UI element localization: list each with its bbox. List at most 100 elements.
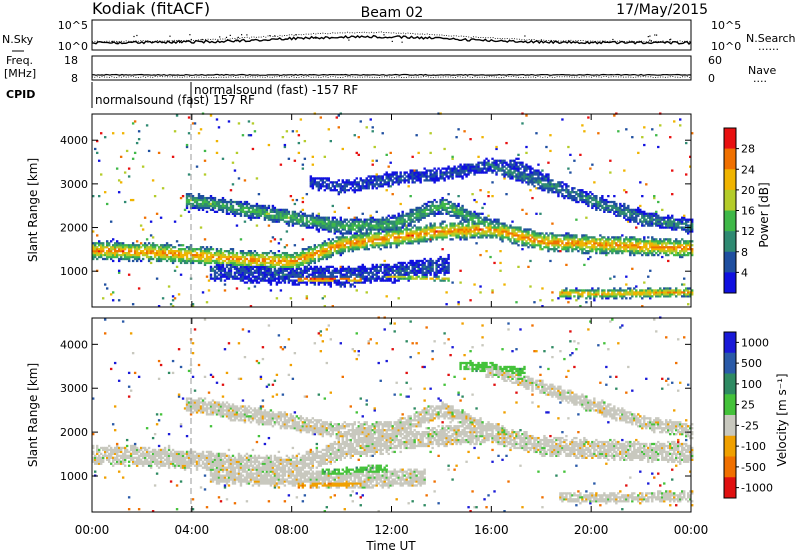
heatmap-cell xyxy=(327,271,331,274)
heatmap-cell xyxy=(453,232,456,235)
heatmap-cell xyxy=(453,222,456,225)
heatmap-cell xyxy=(329,222,332,225)
heatmap-cell xyxy=(485,230,488,233)
heatmap-cell xyxy=(295,222,299,225)
heatmap-cell xyxy=(285,259,289,263)
heatmap-cell xyxy=(425,238,428,241)
heatmap-cell xyxy=(351,246,354,249)
heatmap-cell xyxy=(92,250,95,253)
heatmap-cell xyxy=(279,216,283,219)
heatmap-cell xyxy=(415,271,418,274)
heatmap-cell xyxy=(381,132,384,135)
heatmap-cell xyxy=(279,277,283,280)
heatmap-cell xyxy=(99,246,103,249)
heatmap-cell xyxy=(383,246,386,249)
heatmap-cell xyxy=(307,275,311,278)
heatmap-cell xyxy=(213,253,217,257)
heatmap-cell xyxy=(473,283,476,286)
heatmap-cell xyxy=(187,250,191,253)
heatmap-cell xyxy=(583,291,586,294)
heatmap-cell xyxy=(331,226,334,229)
heatmap-cell xyxy=(427,208,430,212)
heatmap-cell xyxy=(463,163,466,166)
heatmap-cell xyxy=(423,236,426,239)
heatmap-cell xyxy=(551,234,554,237)
heatmap-cell xyxy=(585,242,588,245)
heatmap-cell xyxy=(361,242,364,245)
heatmap-cell xyxy=(455,216,458,219)
heatmap-cell xyxy=(207,196,211,200)
heatmap-cell xyxy=(591,206,594,210)
heatmap-cell xyxy=(445,303,448,306)
heatmap-cell xyxy=(311,181,315,184)
heatmap-cell xyxy=(295,216,299,219)
heatmap-cell xyxy=(375,175,378,178)
heatmap-cell xyxy=(463,167,466,170)
heatmap-cell xyxy=(369,279,372,282)
heatmap-cell xyxy=(401,273,404,276)
heatmap-cell xyxy=(481,169,484,172)
heatmap-cell xyxy=(341,185,344,188)
heatmap-cell xyxy=(491,232,494,235)
heatmap-cell xyxy=(405,179,408,182)
heatmap-cell xyxy=(603,295,606,298)
heatmap-cell xyxy=(581,196,584,200)
heatmap-cell xyxy=(223,206,227,210)
heatmap-cell xyxy=(347,189,350,192)
heatmap-cell xyxy=(333,275,336,278)
heatmap-cell xyxy=(345,238,348,241)
heatmap-cell xyxy=(241,202,245,206)
heatmap-cell xyxy=(169,244,173,247)
heatmap-cell xyxy=(153,246,157,249)
heatmap-cell xyxy=(263,218,267,221)
heatmap-cell xyxy=(429,210,432,213)
heatmap-cell xyxy=(585,301,588,304)
heatmap-cell xyxy=(423,206,426,210)
heatmap-cell xyxy=(539,246,542,249)
heatmap-cell xyxy=(343,246,346,249)
heatmap-cell xyxy=(345,181,348,184)
heatmap-cell xyxy=(409,277,412,280)
heatmap-cell xyxy=(205,206,209,210)
heatmap-cell xyxy=(597,238,600,241)
heatmap-cell xyxy=(411,236,414,239)
heatmap-cell xyxy=(217,198,221,202)
heatmap-cell xyxy=(419,238,422,241)
heatmap-cell xyxy=(335,240,338,243)
heatmap-cell xyxy=(95,151,99,155)
heatmap-cell xyxy=(369,269,372,272)
heatmap-cell xyxy=(389,242,392,245)
heatmap-cell xyxy=(485,220,488,223)
heatmap-cell xyxy=(585,236,588,239)
heatmap-cell xyxy=(597,248,600,251)
heatmap-cell xyxy=(345,179,348,182)
heatmap-cell xyxy=(367,181,370,184)
heatmap-cell xyxy=(311,179,315,182)
heatmap-cell xyxy=(463,173,466,176)
heatmap-cell xyxy=(245,212,249,215)
heatmap-cell xyxy=(335,246,338,249)
heatmap-cell xyxy=(327,224,331,227)
heatmap-cell xyxy=(423,179,426,182)
heatmap-cell xyxy=(387,214,390,217)
heatmap-cell xyxy=(133,120,137,123)
heatmap-cell xyxy=(263,212,267,215)
heatmap-cell xyxy=(369,238,372,241)
heatmap-cell xyxy=(329,251,332,255)
heatmap-cell xyxy=(123,171,127,174)
heatmap-cell xyxy=(217,265,221,268)
heatmap-cell xyxy=(215,253,219,257)
heatmap-cell xyxy=(431,263,434,267)
heatmap-cell xyxy=(375,183,378,186)
heatmap-cell xyxy=(315,226,319,229)
heatmap-cell xyxy=(393,281,396,284)
heatmap-cell xyxy=(359,234,362,237)
heatmap-cell xyxy=(197,257,201,261)
heatmap-cell xyxy=(255,224,259,227)
heatmap-cell xyxy=(529,181,532,184)
heatmap-cell xyxy=(305,193,309,196)
heatmap-cell xyxy=(389,179,392,182)
heatmap-cell xyxy=(399,177,402,180)
heatmap-cell xyxy=(515,232,518,235)
heatmap-cell xyxy=(455,175,458,178)
